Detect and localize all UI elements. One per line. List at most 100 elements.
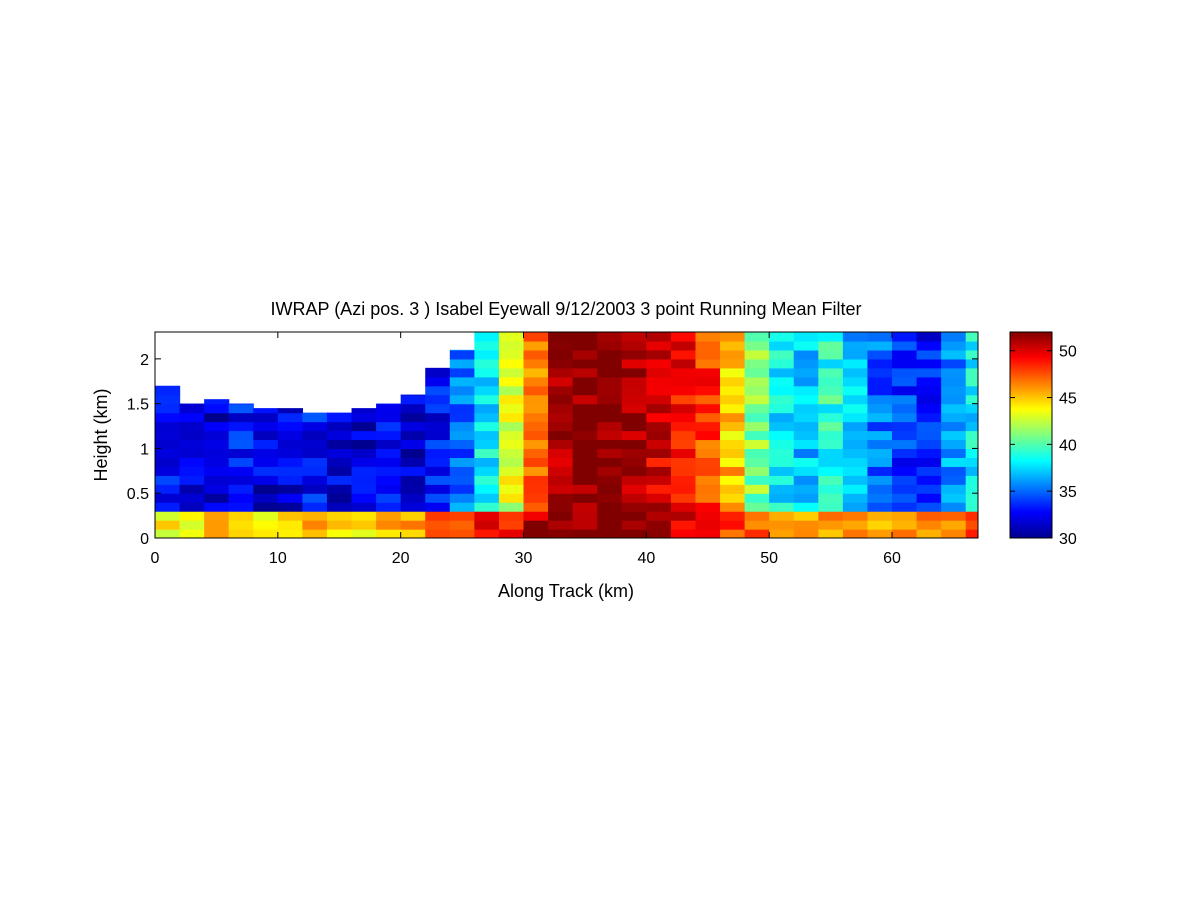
- heatmap-cell: [793, 448, 819, 458]
- heatmap-cell: [818, 349, 844, 360]
- heatmap-cell: [425, 430, 451, 441]
- heatmap-cell: [892, 484, 918, 494]
- heatmap-cell: [228, 421, 254, 432]
- heatmap-cell: [695, 475, 721, 485]
- heatmap-cell: [842, 520, 869, 530]
- heatmap-cell: [155, 475, 181, 485]
- heatmap-cell: [474, 376, 500, 387]
- colorbar-ticks: 30 35 40 45 50: [1010, 344, 1077, 548]
- heatmap-cell: [449, 457, 475, 467]
- plot-frame: [154, 331, 979, 539]
- heatmap-cell: [695, 520, 721, 530]
- heatmap-cell: [892, 340, 918, 351]
- heatmap-cell: [867, 358, 893, 369]
- heatmap-cell: [376, 403, 402, 414]
- heatmap-cell: [965, 421, 978, 432]
- heatmap-cell: [155, 529, 181, 538]
- heatmap-cell: [498, 376, 525, 387]
- heatmap-cell: [744, 349, 770, 360]
- heatmap-cell: [842, 332, 869, 342]
- heatmap-cell: [474, 493, 500, 503]
- heatmap-cell: [155, 403, 181, 414]
- heatmap-cell: [842, 529, 869, 538]
- heatmap-cell: [548, 367, 574, 378]
- heatmap-cell: [523, 349, 549, 360]
- heatmap-cell: [351, 430, 377, 441]
- heatmap-cell: [867, 475, 893, 485]
- heatmap-cell: [695, 529, 721, 538]
- heatmap-cell: [670, 439, 697, 450]
- heatmap-cell: [597, 358, 623, 369]
- heatmap-cells: [155, 332, 978, 538]
- heatmap-cell: [523, 529, 549, 538]
- heatmap-cell: [720, 448, 746, 458]
- heatmap-cell: [744, 448, 770, 458]
- heatmap-cell: [695, 448, 721, 458]
- heatmap-cell: [916, 466, 942, 476]
- heatmap-cell: [228, 403, 254, 414]
- heatmap-cell: [326, 439, 353, 450]
- heatmap-cell: [474, 475, 500, 485]
- heatmap-cell: [204, 529, 230, 538]
- heatmap-cell: [179, 475, 205, 485]
- heatmap-cell: [965, 394, 978, 405]
- heatmap-cell: [818, 403, 844, 414]
- heatmap-cell: [326, 511, 353, 521]
- heatmap-cell: [400, 484, 426, 494]
- heatmap-cell: [449, 520, 475, 530]
- heatmap-cell: [155, 448, 181, 458]
- heatmap-cell: [155, 457, 181, 467]
- heatmap-cell: [277, 466, 304, 476]
- heatmap-cell: [916, 340, 942, 351]
- heatmap-cell: [670, 529, 697, 538]
- heatmap-cell: [572, 430, 598, 441]
- heatmap-cell: [523, 475, 549, 485]
- heatmap-cell: [572, 340, 598, 351]
- heatmap-cell: [523, 502, 549, 512]
- heatmap-cell: [253, 466, 279, 476]
- heatmap-cell: [474, 421, 500, 432]
- heatmap-cell: [425, 529, 451, 538]
- heatmap-cell: [376, 412, 402, 423]
- heatmap-cell: [646, 502, 672, 512]
- heatmap-cell: [670, 358, 697, 369]
- heatmap-cell: [965, 430, 978, 441]
- heatmap-cell: [670, 511, 697, 521]
- heatmap-cell: [916, 475, 942, 485]
- heatmap-cell: [228, 448, 254, 458]
- heatmap-cell: [916, 502, 942, 512]
- heatmap-cell: [867, 493, 893, 503]
- heatmap-cell: [842, 385, 869, 396]
- heatmap-cell: [892, 367, 918, 378]
- heatmap-cell: [842, 484, 869, 494]
- heatmap-cell: [916, 367, 942, 378]
- heatmap-cell: [425, 385, 451, 396]
- x-axis: 0 10 20 30 40 50 60: [151, 332, 901, 567]
- heatmap-cell: [941, 340, 967, 351]
- heatmap-cell: [400, 394, 426, 396]
- heatmap-cell: [572, 403, 598, 414]
- heatmap-cell: [892, 457, 918, 467]
- x-tick-label: 30: [515, 550, 533, 567]
- heatmap-cell: [474, 439, 500, 450]
- heatmap-cell: [621, 439, 647, 450]
- heatmap-cell: [548, 412, 574, 423]
- heatmap-cell: [425, 448, 451, 458]
- heatmap-cell: [670, 367, 697, 378]
- heatmap-cell: [842, 475, 869, 485]
- heatmap-cell: [351, 466, 377, 476]
- heatmap-cell: [228, 439, 254, 450]
- heatmap-cell: [793, 340, 819, 351]
- heatmap-cell: [572, 421, 598, 432]
- heatmap-cell: [523, 511, 549, 521]
- heatmap-cell: [916, 484, 942, 494]
- heatmap-cell: [720, 511, 746, 521]
- heatmap-cell: [621, 457, 647, 467]
- heatmap-cell: [400, 403, 426, 414]
- heatmap-cell: [277, 430, 304, 441]
- heatmap-cell: [572, 412, 598, 423]
- heatmap-cell: [302, 484, 328, 494]
- heatmap-cell: [326, 448, 353, 458]
- heatmap-cell: [302, 421, 328, 432]
- heatmap-cell: [818, 367, 844, 378]
